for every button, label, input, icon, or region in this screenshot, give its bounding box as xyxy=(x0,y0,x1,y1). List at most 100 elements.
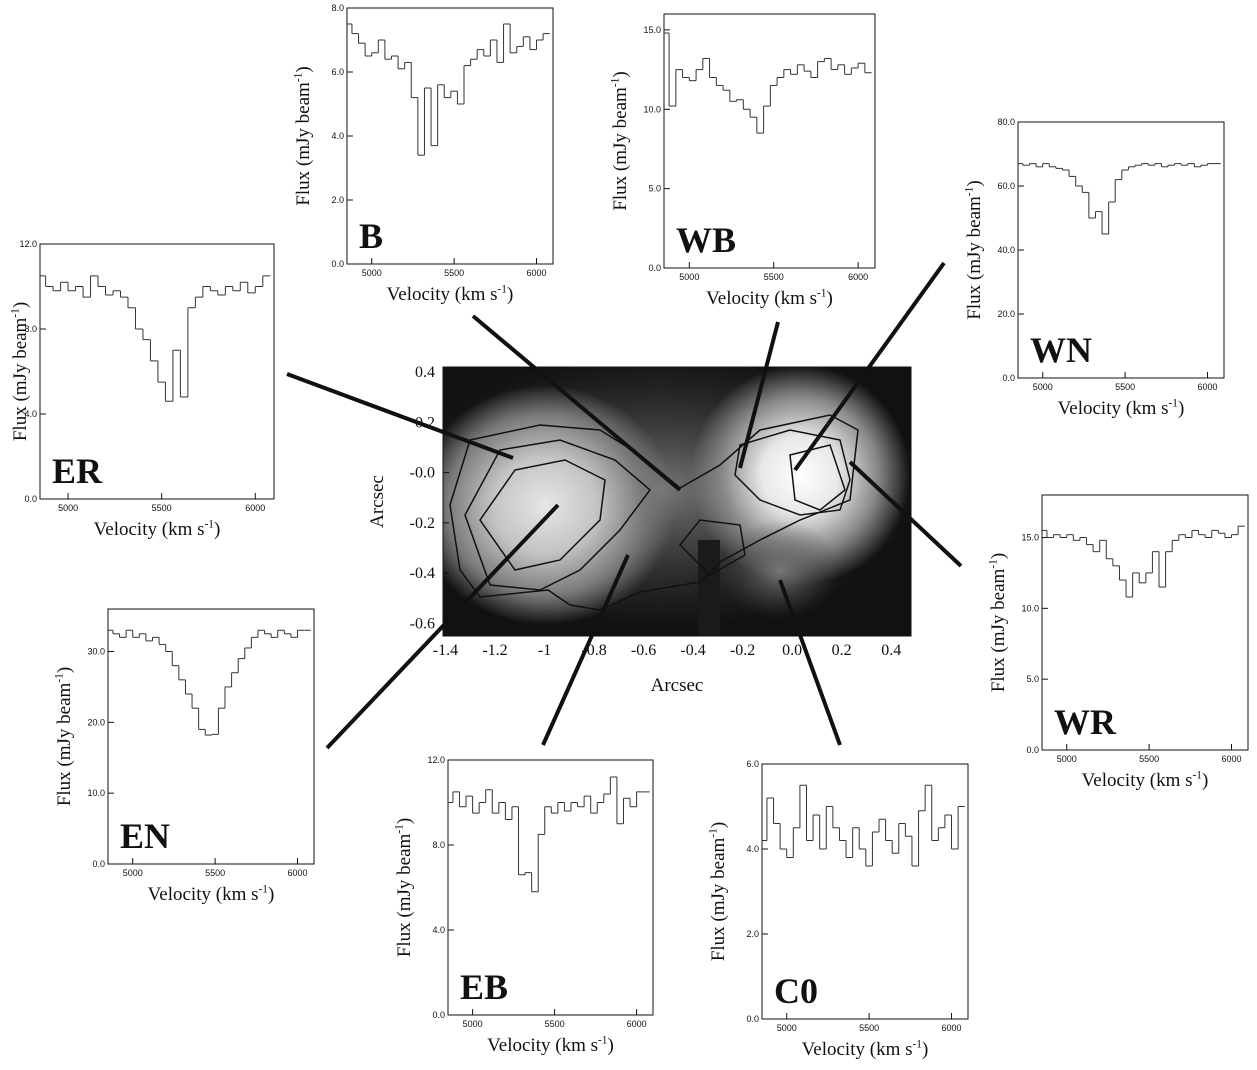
axis-label-part: Flux (mJy beam xyxy=(610,87,631,211)
y-tick-label: 8.0 xyxy=(331,3,344,13)
x-tick-label: 5500 xyxy=(205,868,225,878)
y-tick-label: 6.0 xyxy=(746,759,759,769)
axis-label: Flux (mJy beam-1) xyxy=(707,822,729,961)
x-tick-label: -1 xyxy=(538,642,551,659)
y-tick-label: 4.0 xyxy=(432,925,445,935)
x-tick-label: -1.4 xyxy=(433,642,458,659)
x-tick-label: 5000 xyxy=(777,1023,797,1033)
axis-label: Flux (mJy beam-1) xyxy=(292,66,314,205)
axis-label: Velocity (km s-1) xyxy=(387,283,514,305)
axis-label-part: -1 xyxy=(987,559,999,569)
x-tick-label: 6000 xyxy=(245,503,265,513)
y-tick-label: 0.0 xyxy=(1026,745,1039,755)
axis-label: Velocity (km s-1) xyxy=(802,1038,929,1060)
x-tick-label: 6000 xyxy=(942,1023,962,1033)
y-tick-label: 5.0 xyxy=(648,184,661,194)
axis-label-part: ) xyxy=(394,818,415,824)
x-tick-label: 5500 xyxy=(859,1023,879,1033)
x-tick-label: 6000 xyxy=(1222,754,1242,764)
y-tick-label: 0.0 xyxy=(432,1010,445,1020)
x-tick-label: 5500 xyxy=(444,268,464,278)
axis-label: Flux (mJy beam-1) xyxy=(609,71,631,210)
x-tick-label: 6000 xyxy=(627,1019,647,1029)
axis-label-part: Flux (mJy beam xyxy=(10,317,31,441)
axis-label-part: ) xyxy=(827,288,833,309)
y-tick-label: 0.0 xyxy=(648,263,661,273)
x-tick-label: 5000 xyxy=(463,1019,483,1029)
panel-label: ER xyxy=(52,451,103,491)
panel-label: WN xyxy=(1030,330,1092,370)
axis-label-part: ) xyxy=(1178,398,1184,419)
y-tick-label: 0.0 xyxy=(331,259,344,269)
x-tick-label: 5500 xyxy=(545,1019,565,1029)
y-tick-label: 15.0 xyxy=(1021,533,1039,543)
x-tick-label: -0.8 xyxy=(581,642,606,659)
axis-label-part: -1 xyxy=(609,77,621,87)
y-tick-label: 6.0 xyxy=(331,67,344,77)
axis-label-part: ) xyxy=(1202,770,1208,791)
x-tick-label: 5500 xyxy=(152,503,172,513)
y-tick-label: -0.6 xyxy=(410,615,435,632)
y-tick-label: 80.0 xyxy=(997,117,1015,127)
panel-label: WR xyxy=(1054,702,1117,742)
y-tick-label: 0.0 xyxy=(746,1014,759,1024)
x-axis-label: Arcsec xyxy=(651,675,704,696)
axis-label-part: Velocity (km s xyxy=(802,1039,913,1060)
axis-label-part: -1 xyxy=(913,1038,923,1050)
axis-label-part: Flux (mJy beam xyxy=(54,682,75,806)
x-tick-label: -0.2 xyxy=(730,642,755,659)
panel-label: C0 xyxy=(774,971,818,1011)
axis-label-part: -1 xyxy=(393,824,405,834)
axis-label-part: Velocity (km s xyxy=(487,1035,598,1056)
y-tick-label: 10.0 xyxy=(87,788,105,798)
x-tick-label: 0.0 xyxy=(782,642,802,659)
x-tick-label: 5000 xyxy=(58,503,78,513)
y-tick-label: 8.0 xyxy=(432,840,445,850)
axis-label-part: Flux (mJy beam xyxy=(988,568,1009,692)
y-tick-label: 20.0 xyxy=(87,717,105,727)
y-tick-label: 12.0 xyxy=(427,755,445,765)
axis-label: Velocity (km s-1) xyxy=(1058,397,1185,419)
y-tick-label: 0.0 xyxy=(92,859,105,869)
axis-label-part: ) xyxy=(268,884,274,905)
axis-label-part: -1 xyxy=(598,1034,608,1046)
axis-label: Velocity (km s-1) xyxy=(487,1034,614,1056)
x-tick-label: 5500 xyxy=(1139,754,1159,764)
y-tick-label: 4.0 xyxy=(331,131,344,141)
axis-label-part: Flux (mJy beam xyxy=(293,82,314,206)
axis-label-part: Velocity (km s xyxy=(1082,770,1193,791)
axis-label: Flux (mJy beam-1) xyxy=(9,302,31,441)
axis-label: Flux (mJy beam-1) xyxy=(53,667,75,806)
y-tick-label: 0.2 xyxy=(415,414,435,431)
x-tick-label: 6000 xyxy=(1198,382,1218,392)
y-tick-label: 15.0 xyxy=(643,25,661,35)
y-tick-label: 20.0 xyxy=(997,309,1015,319)
axis-label: Flux (mJy beam-1) xyxy=(987,553,1009,692)
axis-label-part: -1 xyxy=(259,883,269,895)
axis-label-part: -1 xyxy=(205,518,215,530)
y-tick-label: 30.0 xyxy=(87,647,105,657)
figure: -1.4-1.2-1-0.8-0.6-0.4-0.20.00.20.40.40.… xyxy=(0,0,1257,1070)
axis-label: Velocity (km s-1) xyxy=(706,287,833,309)
axis-label-part: ) xyxy=(54,667,75,673)
axis-label-part: Velocity (km s xyxy=(1058,398,1169,419)
axis-label-part: ) xyxy=(964,180,985,186)
axis-label-part: -1 xyxy=(963,186,975,196)
y-tick-label: 10.0 xyxy=(643,104,661,114)
y-tick-label: 10.0 xyxy=(1021,603,1039,613)
axis-label: Flux (mJy beam-1) xyxy=(963,180,985,319)
y-tick-label: 0.0 xyxy=(24,494,37,504)
axis-label-part: Flux (mJy beam xyxy=(708,837,729,961)
axis-label-part: ) xyxy=(507,284,513,305)
x-tick-label: -0.4 xyxy=(680,642,705,659)
panel-label: WB xyxy=(676,220,736,260)
x-tick-label: 5000 xyxy=(1033,382,1053,392)
x-tick-label: 5000 xyxy=(1057,754,1077,764)
axis-label-part: Velocity (km s xyxy=(387,284,498,305)
axis-label-part: -1 xyxy=(498,283,508,295)
axis-label-part: -1 xyxy=(9,308,21,318)
axis-label-part: Flux (mJy beam xyxy=(394,833,415,957)
panel-label: EN xyxy=(120,816,170,856)
axis-label-part: Velocity (km s xyxy=(706,288,817,309)
axis-label-part: -1 xyxy=(707,828,719,838)
